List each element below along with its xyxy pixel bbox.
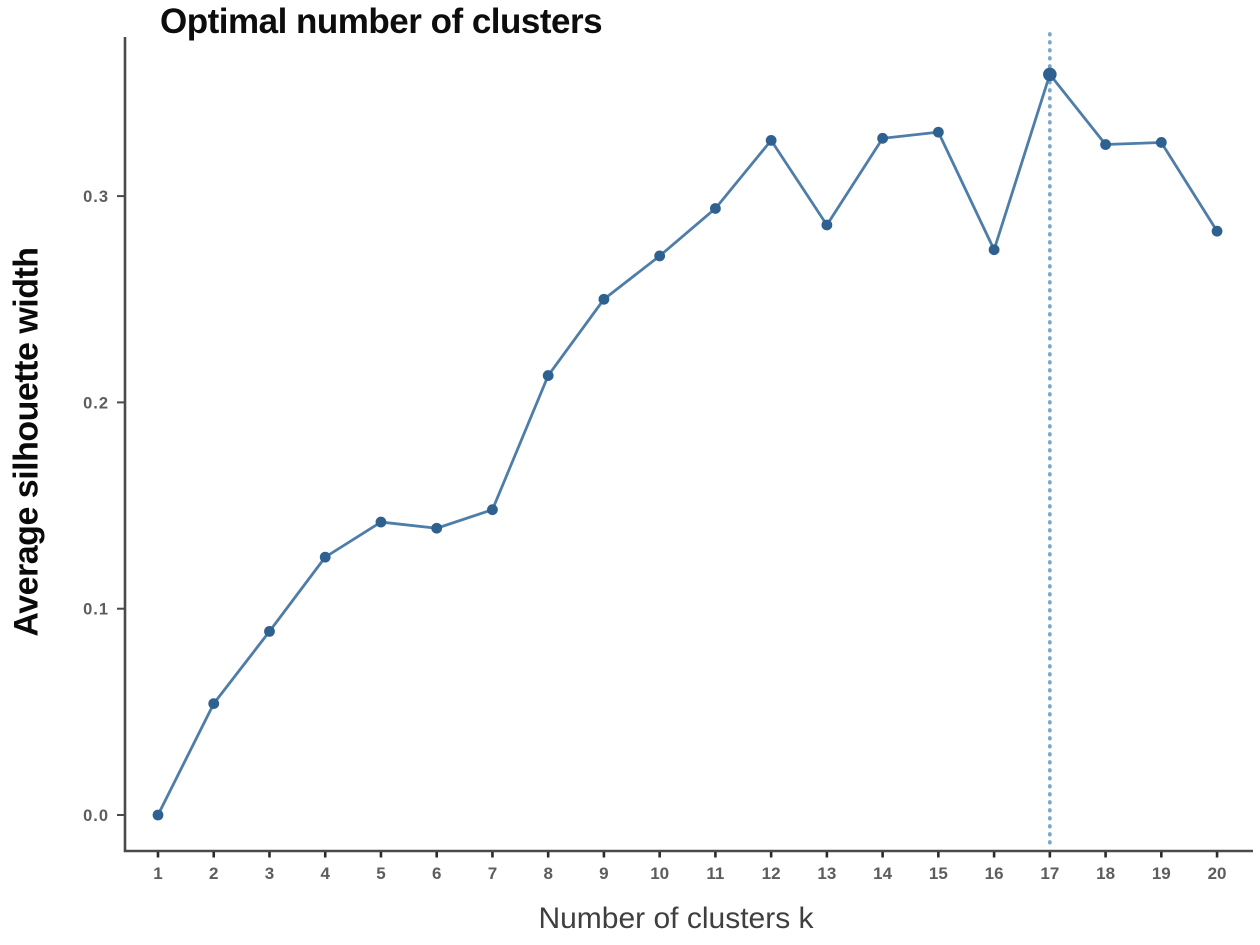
x-tick-label: 12	[762, 864, 781, 883]
x-tick-label: 8	[543, 864, 552, 883]
y-tick-label: 0.1	[83, 601, 109, 619]
x-tick-label: 7	[488, 864, 497, 883]
data-point	[877, 132, 889, 144]
data-point	[988, 244, 1000, 256]
x-tick-label: 13	[817, 864, 836, 883]
x-tick-label: 3	[265, 864, 274, 883]
chart-title: Optimal number of clusters	[160, 2, 603, 41]
x-tick-label: 18	[1096, 864, 1115, 883]
x-tick-label: 15	[929, 864, 948, 883]
x-tick-label: 11	[706, 864, 724, 883]
y-tick-label: 0.0	[83, 807, 109, 825]
data-point-optimal	[1043, 67, 1057, 82]
x-tick-label: 19	[1152, 864, 1171, 883]
x-tick-label: 2	[209, 864, 218, 883]
data-point	[375, 516, 387, 528]
y-axis-title: Average silhouette width	[7, 247, 46, 637]
data-point	[654, 250, 666, 262]
data-point	[710, 203, 721, 214]
x-tick-label: 1	[153, 864, 162, 883]
x-tick-label: 17	[1040, 864, 1059, 883]
data-point	[932, 126, 944, 138]
x-axis-title: Number of clusters k	[538, 902, 814, 935]
data-point	[1155, 137, 1167, 148]
x-tick-label: 5	[376, 864, 385, 883]
x-tick-label: 14	[873, 864, 892, 883]
y-tick-label: 0.3	[83, 188, 109, 206]
data-point	[208, 698, 220, 709]
x-tick-label: 20	[1208, 864, 1227, 883]
data-point	[264, 625, 275, 637]
data-point	[542, 370, 554, 381]
x-tick-label: 6	[432, 864, 441, 883]
y-tick-label: 0.2	[83, 394, 109, 412]
data-point	[765, 134, 777, 146]
x-tick-label: 10	[650, 864, 669, 883]
data-point	[152, 809, 164, 821]
data-point	[487, 504, 498, 516]
x-tick-label: 9	[599, 864, 608, 883]
x-tick-label: 16	[985, 864, 1004, 883]
data-point	[1100, 139, 1111, 150]
data-point	[1211, 225, 1223, 237]
data-point	[431, 522, 443, 534]
x-tick-label: 4	[320, 864, 330, 883]
data-point	[319, 551, 331, 563]
data-point	[598, 293, 610, 305]
data-point	[821, 219, 833, 231]
silhouette-line	[156, 72, 1219, 817]
axes	[123, 37, 1253, 853]
